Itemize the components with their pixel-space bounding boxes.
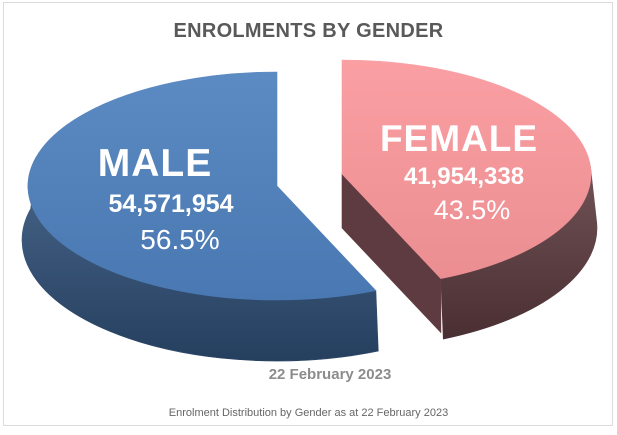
pie-slice-female-top[interactable] (341, 59, 592, 279)
female-slice-label: FEMALE 41,954,338 43.5% (358, 117, 568, 227)
male-label-name: MALE (97, 142, 213, 185)
pie-slice-male-top[interactable] (27, 71, 377, 301)
male-label-percent: 56.5% (140, 224, 220, 255)
male-label-value: 54,571,954 (108, 190, 234, 218)
female-label-percent: 43.5% (433, 195, 511, 225)
female-label-value: 41,954,338 (403, 163, 525, 190)
as-at-date-label: 22 February 2023 (268, 366, 392, 383)
male-slice-label: MALE 54,571,954 56.5% (58, 141, 278, 258)
chart-title: ENROLMENTS BY GENDER (173, 20, 444, 42)
chart-caption: Enrolment Distribution by Gender as at 2… (168, 407, 449, 419)
female-label-name: FEMALE (379, 118, 539, 159)
